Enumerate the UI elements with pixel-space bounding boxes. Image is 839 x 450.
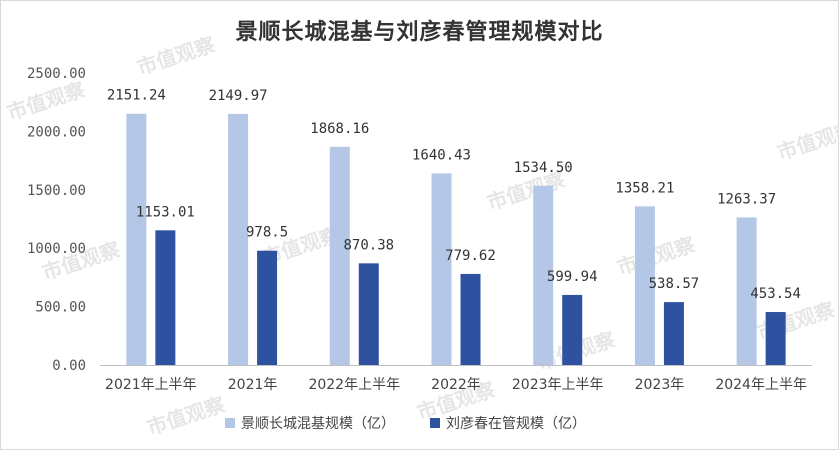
y-axis: 0.00 500.00 1000.00 1500.00 2000.00 2500.00 [27, 66, 86, 374]
bar-manager-scale [155, 230, 176, 365]
x-tick-label: 2024年上半年 [715, 377, 807, 393]
watermark-text: 市值观察 [144, 392, 228, 440]
watermark-text: 市值观察 [4, 77, 88, 125]
data-label: 2151.24 [107, 88, 166, 104]
y-tick-label: 2000.00 [27, 124, 86, 140]
bar-fund-scale [329, 146, 350, 365]
data-label: 1263.37 [717, 191, 776, 207]
bar-fund-scale [431, 173, 452, 365]
legend: 景顺长城混基规模（亿） 刘彦春在管规模（亿） [225, 415, 586, 432]
watermark-text: 市值观察 [774, 117, 839, 165]
legend-swatch [430, 418, 440, 428]
bar-manager-scale [257, 250, 278, 365]
data-label: 1640.43 [412, 147, 471, 163]
x-tick-label: 2023年上半年 [512, 377, 604, 393]
bar-fund-scale [736, 217, 757, 365]
data-label: 978.5 [246, 225, 288, 241]
watermark-text: 市值观察 [614, 232, 698, 280]
y-tick-label: 2500.00 [27, 66, 86, 82]
data-label: 599.94 [547, 269, 598, 285]
x-tick-label: 2021年 [228, 377, 278, 393]
x-tick-label: 2022年 [431, 377, 481, 393]
x-tick-label: 2021年上半年 [105, 377, 197, 393]
bar-fund-scale [533, 185, 554, 365]
chart-title: 景顺长城混基与刘彦春管理规模对比 [235, 20, 604, 45]
legend-label: 刘彦春在管规模（亿） [446, 416, 586, 432]
data-label: 453.54 [750, 286, 801, 302]
data-label: 1153.01 [136, 204, 195, 220]
bar-manager-scale [663, 302, 684, 365]
legend-label: 景顺长城混基规模（亿） [241, 415, 395, 432]
y-tick-label: 0.00 [52, 358, 86, 374]
y-tick-label: 1000.00 [27, 241, 86, 257]
bar-manager-scale [765, 312, 786, 365]
data-label: 2149.97 [209, 88, 268, 104]
data-label: 870.38 [343, 237, 394, 253]
bar-manager-scale [358, 263, 379, 365]
bar-fund-scale [126, 113, 147, 365]
y-tick-label: 500.00 [35, 300, 86, 316]
bar-fund-scale [228, 113, 249, 365]
bar-fund-scale [634, 206, 655, 365]
bar-manager-scale [460, 273, 481, 365]
data-label: 1358.21 [615, 180, 674, 196]
x-axis: 2021年上半年 2021年 2022年上半年 2022年 2023年上半年 2023年 2… [100, 365, 812, 393]
watermark-text: 市值观察 [134, 32, 218, 80]
x-tick-label: 2022年上半年 [308, 377, 400, 393]
x-tick-label: 2023年 [635, 377, 685, 393]
bars: 2151.24 1153.01 2149.97 978.5 1868.16 870.38 1… [107, 88, 801, 365]
legend-swatch [225, 418, 235, 428]
data-label: 779.62 [445, 248, 496, 264]
data-label: 1868.16 [310, 121, 369, 137]
y-tick-label: 1500.00 [27, 183, 86, 199]
data-label: 1534.50 [514, 160, 573, 176]
data-label: 538.57 [649, 276, 700, 292]
bar-manager-scale [562, 294, 583, 365]
